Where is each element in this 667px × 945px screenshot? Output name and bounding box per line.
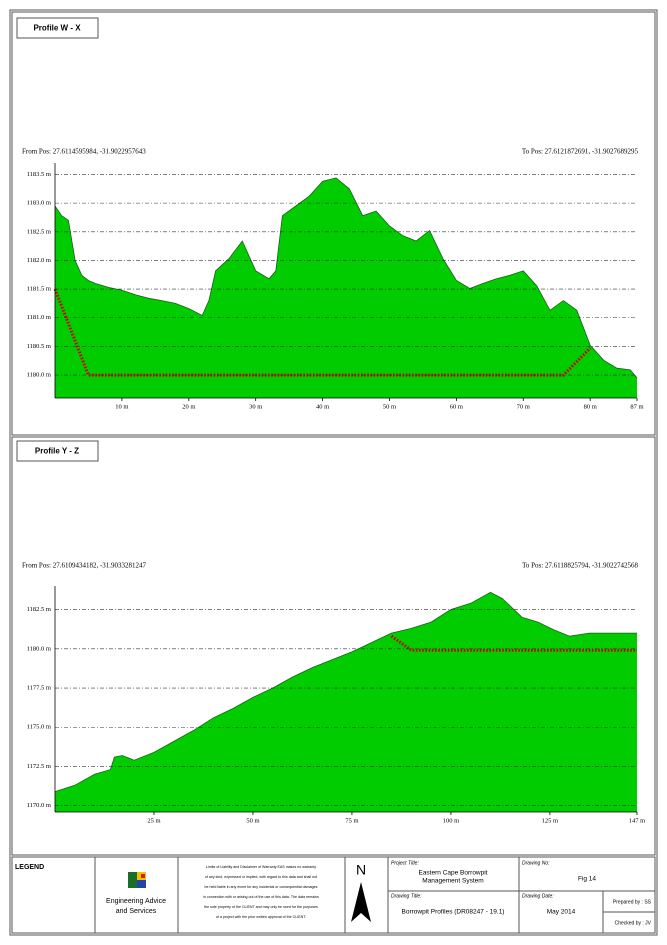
drawing-date: May 2014 — [547, 909, 576, 916]
x-tick-label: 80 m — [584, 403, 597, 410]
chart-title: Profile W - X — [33, 24, 81, 33]
y-tick-label: 1182.5 m — [27, 606, 51, 613]
title-block — [11, 856, 656, 934]
y-tick-label: 1183.5 m — [27, 171, 51, 178]
plot — [53, 177, 638, 398]
panel-border — [11, 11, 656, 436]
x-tick-label: 20 m — [182, 403, 195, 410]
area-fill — [55, 592, 637, 812]
x-tick-label: 25 m — [147, 817, 160, 824]
x-tick-label: 70 m — [517, 403, 530, 410]
x-tick-label: 10 m — [115, 403, 128, 410]
drawing-title: Borrowpit Profiles (DR08247 - 19.1) — [402, 909, 505, 916]
y-tick-label: 1177.5 m — [27, 684, 51, 691]
company-name: Engineering Advice — [106, 898, 166, 905]
plot — [54, 591, 637, 812]
prepared-by: Prepared by : SS — [613, 899, 652, 905]
panel-border — [11, 436, 656, 856]
y-tick-label: 1180.0 m — [27, 645, 51, 652]
y-tick-label: 1183.0 m — [27, 200, 51, 207]
y-tick-label: 1182.0 m — [27, 257, 51, 264]
field-label: Project Title: — [391, 860, 419, 866]
y-tick-label: 1182.5 m — [27, 228, 51, 235]
project-title: Eastern Cape Borrowpit — [418, 870, 487, 877]
y-tick-label: 1170.0 m — [27, 802, 51, 809]
project-title: Management System — [422, 878, 483, 885]
x-tick-label: 87 m — [630, 403, 643, 410]
disclaimer-line: in connection with or arising out of the… — [203, 895, 319, 899]
to-pos: To Pos: 27.6121872691, -31.9027689295 — [522, 148, 639, 156]
sheet-border — [9, 9, 658, 936]
x-tick-label: 147 m — [629, 817, 645, 824]
field-label: Drawing Date: — [522, 893, 554, 899]
field-label: Drawing No: — [522, 860, 550, 866]
x-tick-label: 50 m — [246, 817, 259, 824]
disclaimer-line: Limits of Liability and Disclaimer of Wa… — [206, 865, 316, 869]
x-tick-label: 100 m — [443, 817, 459, 824]
to-pos: To Pos: 27.6118825794, -31.9022742568 — [522, 562, 638, 570]
from-pos: From Pos: 27.6114595984, -31.9022957643 — [22, 148, 146, 156]
checked-by: Checked by : JV — [615, 920, 652, 926]
y-tick-label: 1181.0 m — [27, 314, 51, 321]
title-block-grid — [94, 857, 655, 933]
y-tick-label: 1181.5 m — [27, 286, 51, 293]
x-tick-label: 30 m — [249, 403, 262, 410]
north-label: N — [356, 862, 366, 878]
field-label: Drawing Title: — [391, 893, 422, 899]
y-tick-label: 1172.5 m — [27, 763, 51, 770]
y-tick-label: 1180.5 m — [27, 343, 51, 350]
x-tick-label: 125 m — [542, 817, 558, 824]
north-arrow — [351, 882, 371, 922]
chart-title: Profile Y - Z — [35, 447, 79, 456]
x-tick-label: 60 m — [450, 403, 463, 410]
logo — [128, 872, 146, 888]
x-tick-label: 40 m — [316, 403, 329, 410]
x-tick-label: 50 m — [383, 403, 396, 410]
from-pos: From Pos: 27.6109434182, -31.9033281247 — [22, 562, 147, 570]
company-name: and Services — [116, 908, 157, 915]
y-tick-label: 1180.0 m — [27, 372, 51, 379]
area-outline — [54, 177, 638, 379]
title-box — [16, 440, 99, 462]
disclaimer-line: of any kind, expressed or implied, with … — [205, 875, 317, 879]
disclaimer: Limits of Liability and Disclaimer of Wa… — [203, 865, 319, 919]
legend-title: LEGEND — [15, 864, 44, 871]
area-outline — [54, 591, 637, 792]
drawing-no: Fig 14 — [578, 876, 596, 883]
disclaimer-line: be held liable in any event for any inci… — [205, 885, 318, 889]
x-tick-label: 75 m — [345, 817, 358, 824]
disclaimer-line: the sole property of the CLIENT and may … — [204, 905, 318, 909]
disclaimer-line: of a project with the prior written appr… — [216, 915, 306, 919]
area-fill — [55, 177, 637, 398]
y-tick-label: 1175.0 m — [27, 724, 51, 731]
title-box — [16, 17, 99, 39]
